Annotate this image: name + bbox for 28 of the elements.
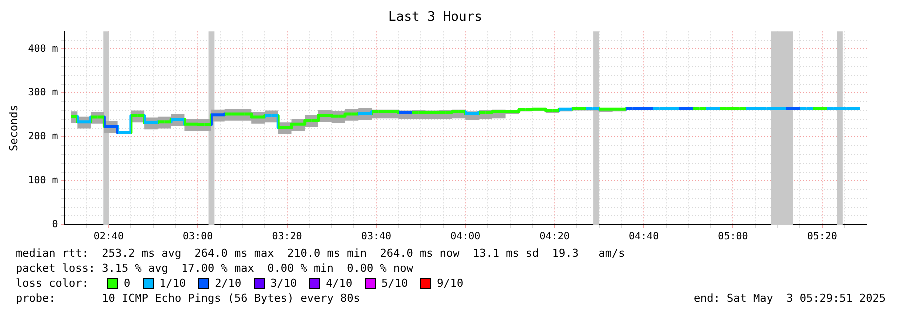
- x-tick-label: 05:20: [807, 232, 838, 243]
- legend-title: loss color:: [16, 276, 90, 291]
- legend-label: 2/10: [215, 276, 242, 291]
- x-tick-label: 03:00: [183, 232, 214, 243]
- text: packet loss: 3.15 % avg 17.00 % max 0.00 % min 0.00 % now: [16, 261, 414, 276]
- legend-label: 1/10: [160, 276, 186, 291]
- x-tick-label: 03:40: [361, 232, 392, 243]
- text: median rtt: 253.2 ms avg 264.0 ms max 210.0 ms min 264.0 ms now 13.1 ms sd 19.3 am/s: [16, 246, 626, 261]
- text: probe: 10 ICMP Echo Pings (56 Bytes) every 80s: [16, 291, 360, 306]
- legend-label: 0: [124, 276, 131, 291]
- y-tick-label: 300 m: [28, 88, 58, 99]
- x-tick-label: 04:00: [450, 232, 481, 243]
- y-tick-label: 100 m: [28, 176, 58, 187]
- legend-label: 9/10: [437, 276, 464, 291]
- legend-label: 5/10: [382, 276, 408, 291]
- x-tick-label: 05:00: [718, 232, 748, 243]
- y-tick-label: 400 m: [28, 44, 58, 55]
- y-tick-label: 0: [52, 220, 58, 231]
- chart-title: Last 3 Hours: [388, 10, 482, 26]
- x-tick-label: 03:20: [272, 232, 302, 243]
- legend-label: 4/10: [326, 276, 353, 291]
- legend-label: 3/10: [270, 276, 298, 291]
- x-tick-label: 04:20: [540, 232, 570, 243]
- text: end: Sat May 3 05:29:51 2025: [694, 291, 886, 306]
- x-tick-label: 02:40: [94, 232, 124, 243]
- x-tick-label: 04:40: [628, 232, 660, 243]
- y-tick-label: 200 m: [28, 132, 58, 143]
- y-axis-title: Seconds: [7, 105, 20, 152]
